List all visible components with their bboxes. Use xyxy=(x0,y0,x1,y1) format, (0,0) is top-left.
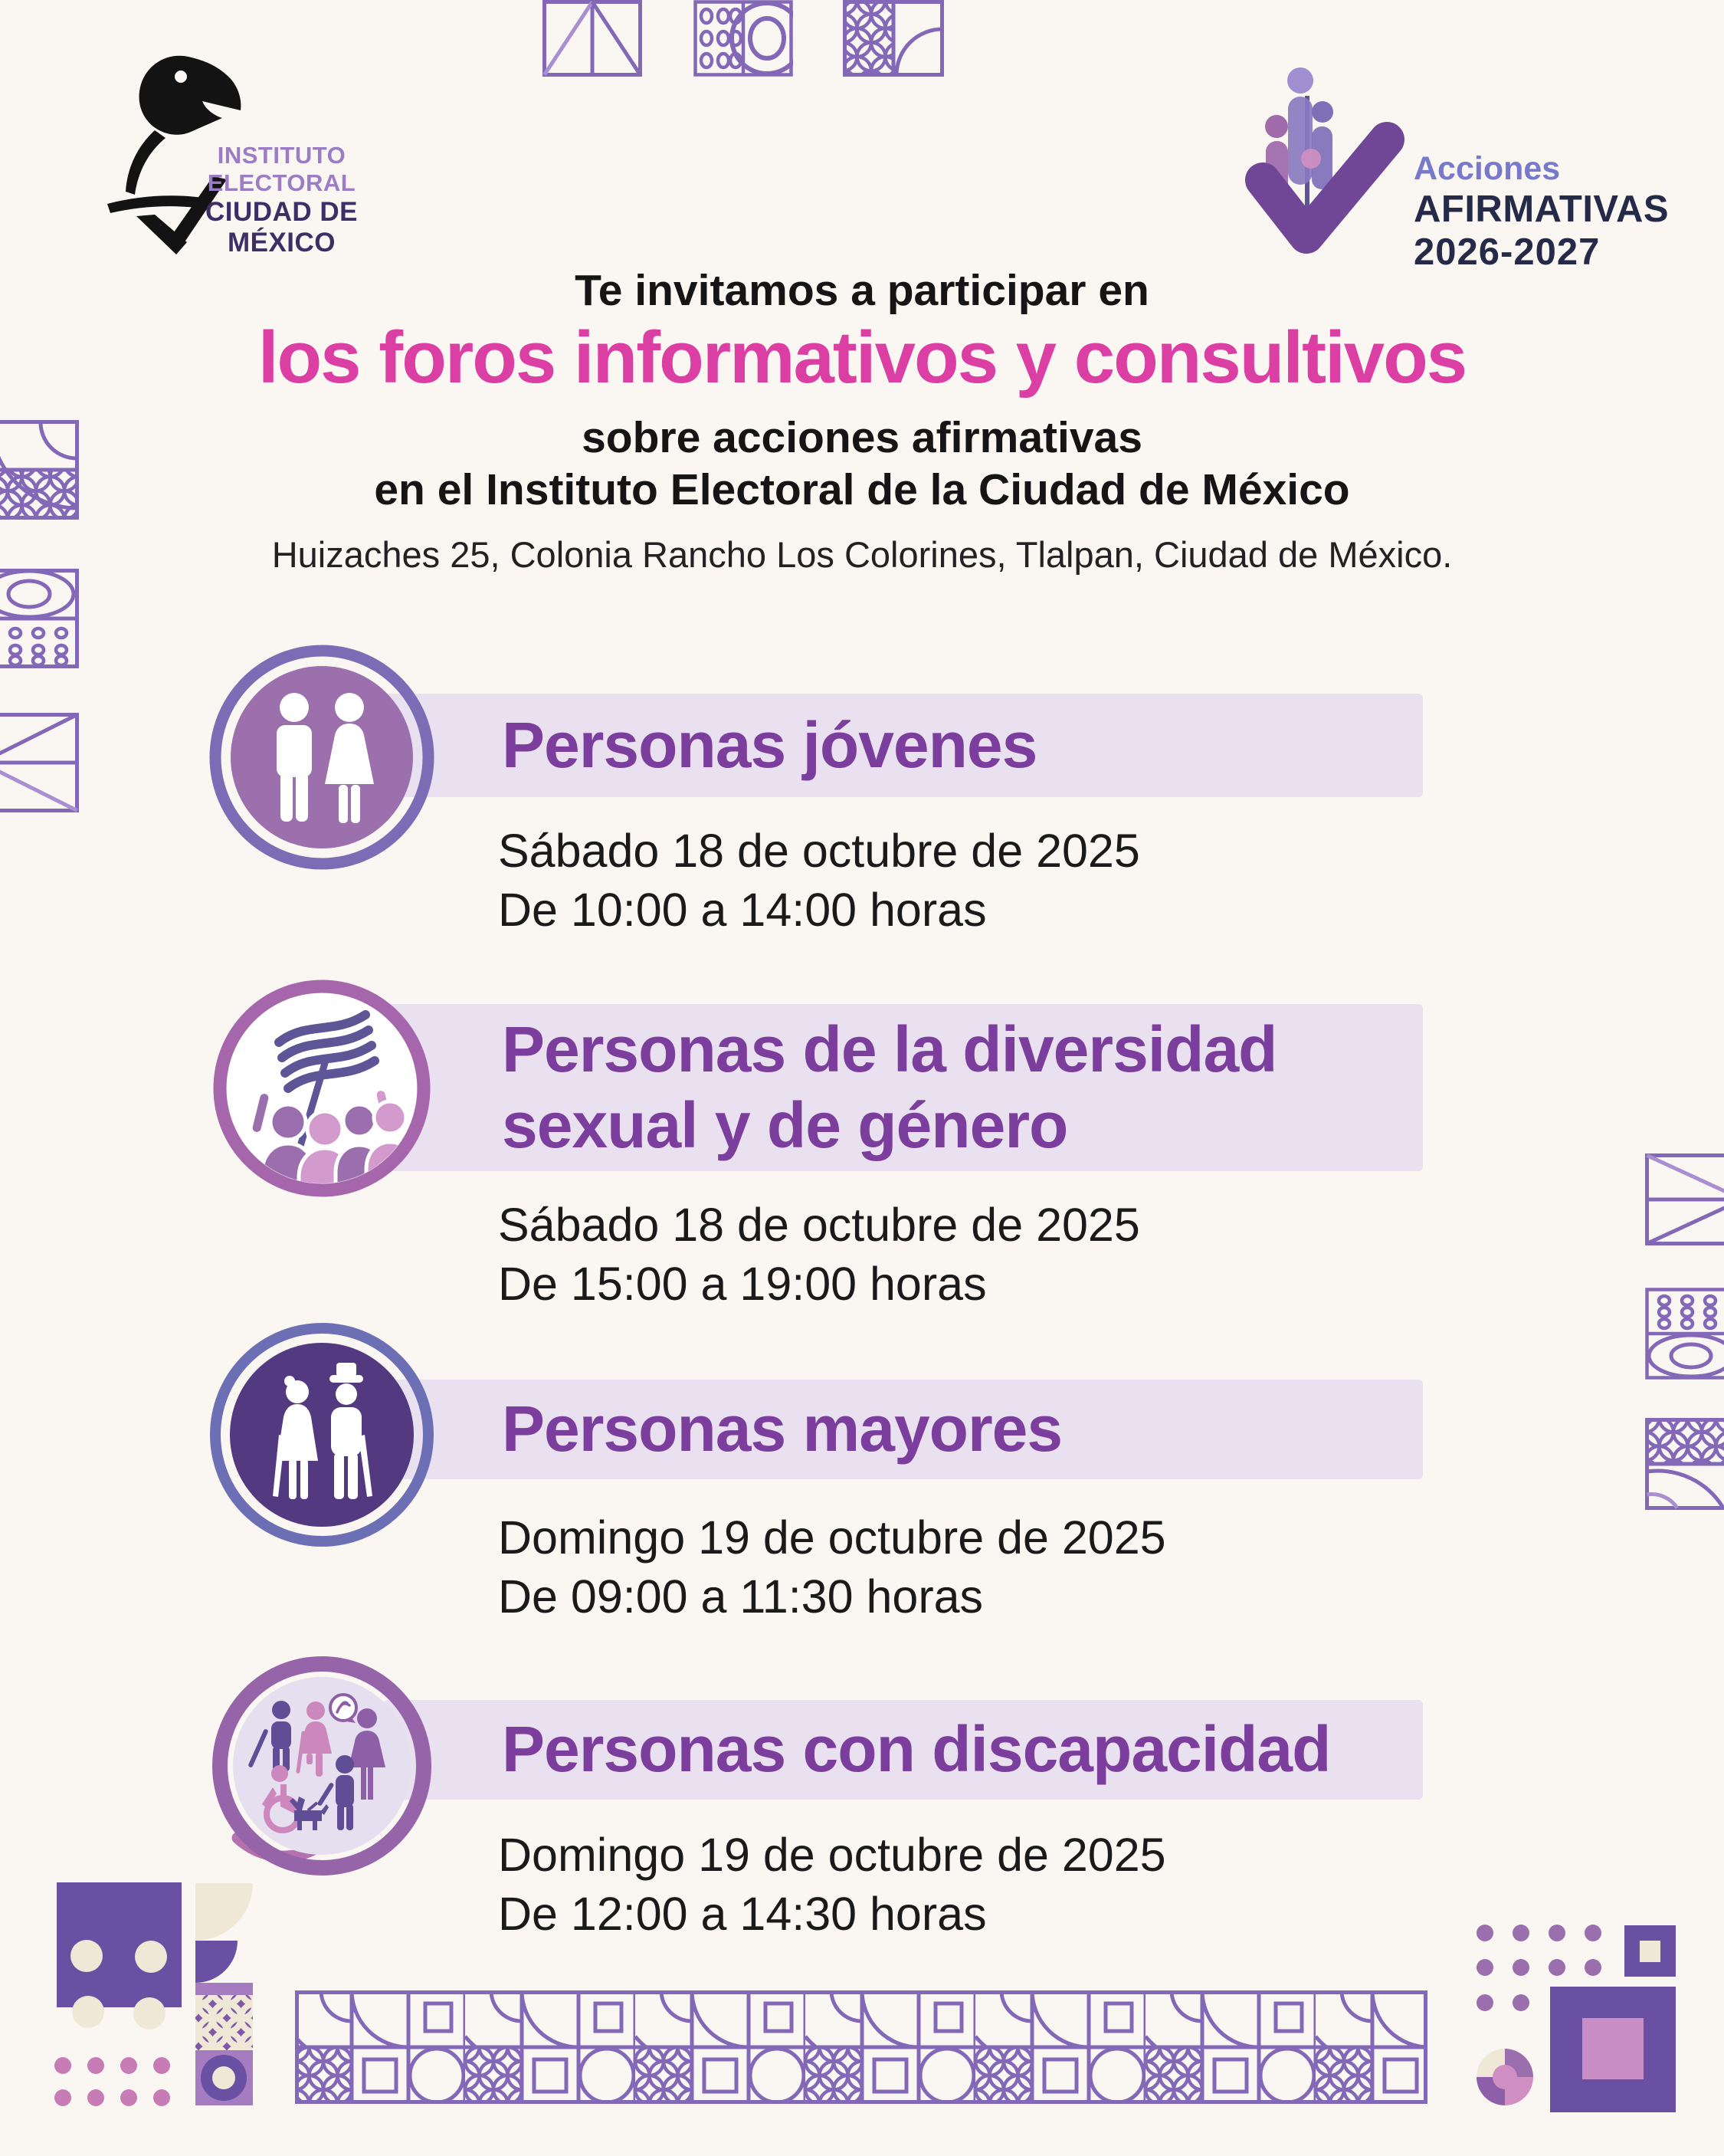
petals-arc-motif-icon xyxy=(843,0,944,77)
session-title: Personas jóvenes xyxy=(502,708,1037,781)
session-title: Personas de la diversidad sexual y de gé… xyxy=(502,1012,1277,1161)
triangles-motif-icon xyxy=(542,0,642,77)
triangles-motif-icon xyxy=(0,713,79,812)
iecm-dove-logo-icon xyxy=(107,55,241,254)
dots-circle-motif-icon xyxy=(693,0,793,77)
session-date: Domingo 19 de octubre de 2025 xyxy=(498,1511,1166,1564)
acciones-logo-line1: Acciones xyxy=(1414,150,1561,187)
arcs-petals-motif-icon xyxy=(0,420,79,520)
session-date: Domingo 19 de octubre de 2025 xyxy=(498,1829,1166,1881)
session-time: De 10:00 a 14:00 horas xyxy=(498,883,987,936)
session-schedule: Domingo 19 de octubre de 2025 De 12:00 a… xyxy=(498,1826,1166,1944)
session-band-elderly: Personas mayores xyxy=(383,1380,1423,1479)
session-time: De 15:00 a 19:00 horas xyxy=(498,1257,987,1310)
dots-rings-motif-icon xyxy=(1645,1288,1724,1380)
petals-arcs-motif-icon xyxy=(1645,1418,1724,1510)
session-band-young-people: Personas jóvenes xyxy=(383,694,1423,797)
session-schedule: Sábado 18 de octubre de 2025 De 15:00 a … xyxy=(498,1196,1140,1314)
acciones-logo-line3: 2026-2027 xyxy=(1414,231,1601,273)
session-schedule: Sábado 18 de octubre de 2025 De 10:00 a … xyxy=(498,822,1140,940)
session-title: Personas con discapacidad xyxy=(502,1713,1331,1786)
sign-language-icon xyxy=(329,1693,358,1723)
session-band-disability: Personas con discapacidad xyxy=(383,1700,1423,1800)
session-time: De 09:00 a 11:30 horas xyxy=(498,1570,984,1623)
iecm-logo-line2: CIUDAD DE MÉXICO xyxy=(205,197,358,258)
session-date: Sábado 18 de octubre de 2025 xyxy=(498,1199,1140,1251)
geometric-frieze-band xyxy=(295,1990,1427,2104)
acciones-afirmativas-checkmark-icon xyxy=(1245,67,1404,254)
bottom-right-decoration xyxy=(1477,1925,1676,2112)
subtitle-institution: en el Instituto Electoral de la Ciudad d… xyxy=(374,465,1350,514)
pride-flag-group-icon xyxy=(213,980,431,1197)
bottom-left-decoration xyxy=(54,1832,331,2106)
acciones-logo-line2: AFIRMATIVAS xyxy=(1414,189,1670,230)
iecm-logo-text: INSTITUTO ELECTORAL CIUDAD DE MÉXICO xyxy=(149,142,414,258)
rings-dots-motif-icon xyxy=(0,569,79,668)
invitation-intro: Te invitamos a participar en xyxy=(575,266,1149,315)
session-time: De 12:00 a 14:30 horas xyxy=(498,1887,987,1940)
segmented-donut-icon xyxy=(1477,2049,1533,2105)
session-title: Personas mayores xyxy=(502,1393,1063,1465)
venue-address: Huizaches 25, Colonia Rancho Los Colorin… xyxy=(271,534,1453,575)
subtitle-topic: sobre acciones afirmativas xyxy=(582,413,1142,462)
session-band-sexual-diversity: Personas de la diversidad sexual y de gé… xyxy=(383,1004,1423,1171)
acciones-logo-text: Acciones AFIRMATIVAS 2026-2027 xyxy=(1414,150,1669,274)
forums-highlight-title: los foros informativos y consultivos xyxy=(257,317,1467,399)
session-schedule: Domingo 19 de octubre de 2025 De 09:00 a… xyxy=(498,1508,1166,1626)
elderly-couple-icon xyxy=(210,1323,434,1547)
disability-group-icon xyxy=(212,1656,431,1875)
session-date: Sábado 18 de octubre de 2025 xyxy=(498,825,1140,877)
triangles-motif-icon xyxy=(1645,1153,1724,1245)
young-couple-icon xyxy=(209,645,434,870)
iecm-logo-line1: INSTITUTO ELECTORAL xyxy=(207,142,356,196)
